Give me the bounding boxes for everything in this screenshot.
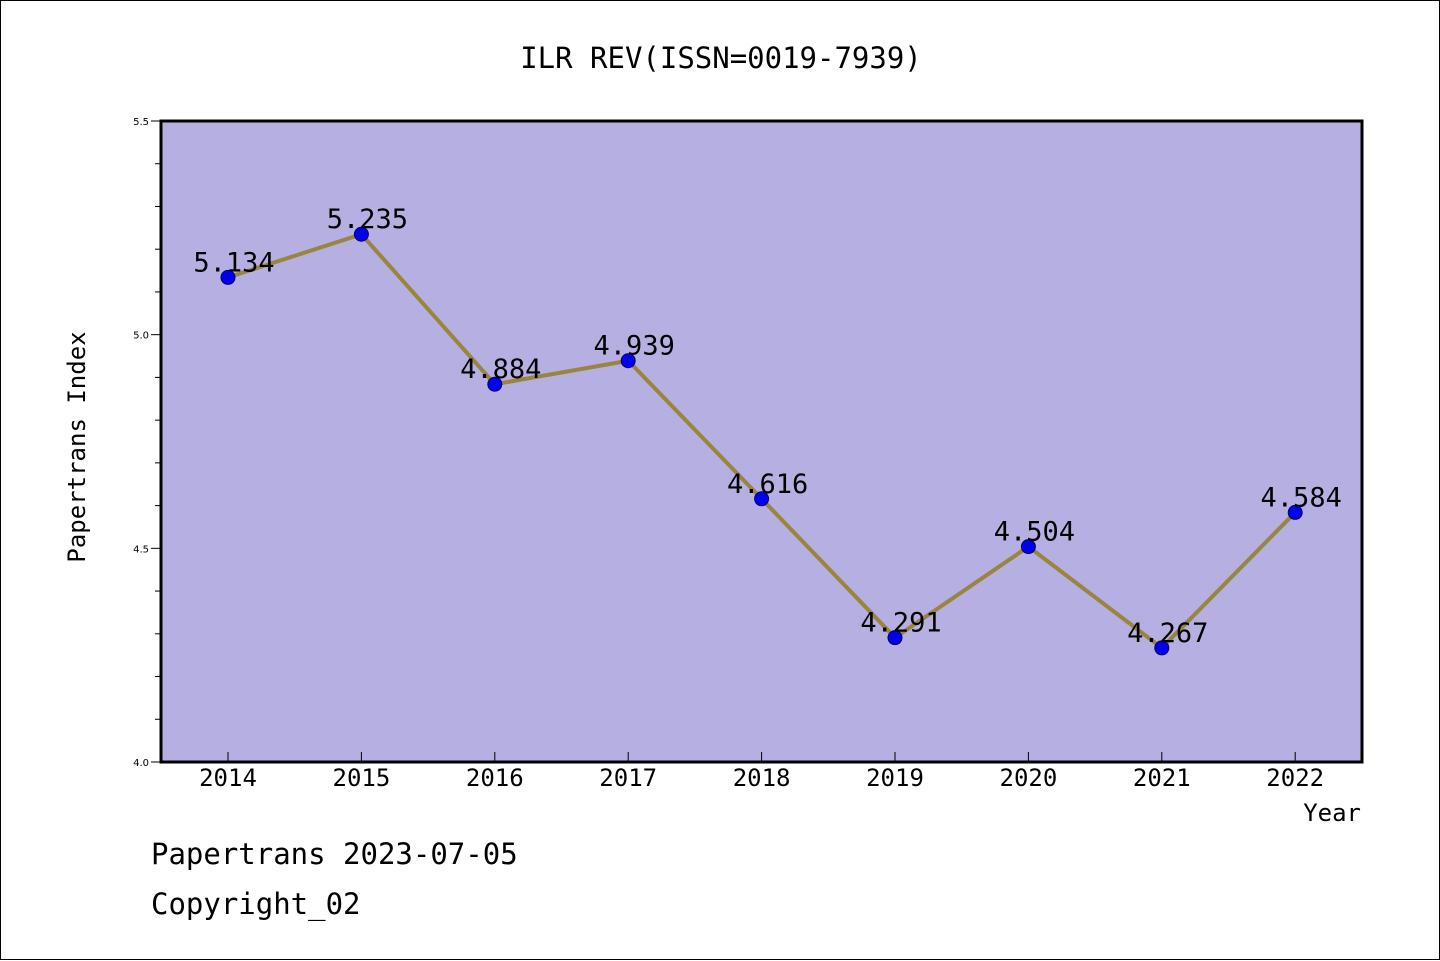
- y-tick-label: 4.0: [133, 758, 149, 769]
- data-point: [1154, 640, 1170, 656]
- plot-border: [159, 119, 1364, 764]
- data-point: [1020, 539, 1036, 555]
- data-label: 5.134: [193, 247, 274, 278]
- x-tick-label: 2022: [1266, 764, 1324, 792]
- x-axis-label: Year: [1303, 799, 1361, 827]
- data-point: [353, 226, 369, 242]
- footer-copyright: Copyright_02: [151, 887, 361, 921]
- data-label: 4.267: [1127, 618, 1208, 649]
- data-point: [1287, 504, 1303, 520]
- x-tick-label: 2016: [466, 764, 524, 792]
- data-label: 5.235: [327, 204, 408, 235]
- footer-date: Papertrans 2023-07-05: [151, 837, 518, 871]
- data-label: 4.584: [1261, 482, 1342, 513]
- x-tick-label: 2017: [599, 764, 657, 792]
- data-label: 4.291: [860, 608, 941, 639]
- data-label: 4.616: [727, 469, 808, 500]
- data-point: [487, 376, 503, 392]
- x-tick-label: 2014: [199, 764, 257, 792]
- data-point: [754, 491, 770, 507]
- y-tick-label: 5.5: [133, 117, 149, 128]
- data-point: [220, 269, 236, 285]
- data-point: [887, 630, 903, 646]
- y-tick-label: 4.5: [133, 544, 149, 555]
- x-tick-label: 2021: [1133, 764, 1191, 792]
- data-label: 4.504: [994, 517, 1075, 548]
- data-label: 4.884: [460, 354, 541, 385]
- x-tick-label: 2015: [333, 764, 391, 792]
- x-tick-label: 2019: [866, 764, 924, 792]
- x-tick-label: 2018: [733, 764, 791, 792]
- y-tick-label: 5.0: [133, 331, 149, 342]
- chart-title: ILR REV(ISSN=0019-7939): [520, 41, 922, 75]
- data-label: 4.939: [594, 331, 675, 362]
- data-point: [620, 353, 636, 369]
- x-tick-label: 2020: [1000, 764, 1058, 792]
- y-axis-label: Papertrans Index: [63, 331, 91, 562]
